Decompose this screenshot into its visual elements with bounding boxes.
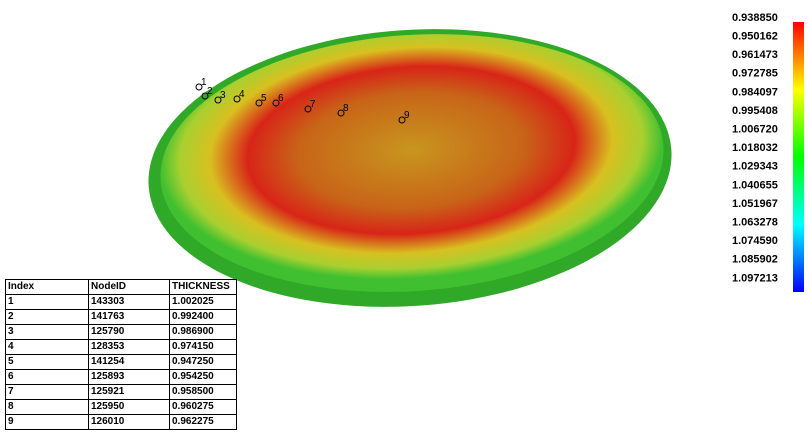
legend-label: 0.938850 bbox=[732, 12, 778, 24]
legend-label: 0.984097 bbox=[732, 86, 778, 98]
legend-label: 1.006720 bbox=[732, 124, 778, 136]
legend-label: 1.063278 bbox=[732, 217, 778, 229]
table-cell: 0.960275 bbox=[170, 400, 237, 415]
screen: 123456789 0.9388500.9501620.9614730.9727… bbox=[0, 0, 809, 441]
dish-model bbox=[139, 12, 681, 324]
table-cell: 3 bbox=[6, 325, 89, 340]
table-cell: 5 bbox=[6, 355, 89, 370]
node-label: 4 bbox=[239, 89, 245, 100]
table-cell: 1.002025 bbox=[170, 295, 237, 310]
table-cell: 4 bbox=[6, 340, 89, 355]
table-cell: 7 bbox=[6, 385, 89, 400]
table-cell: 0.947250 bbox=[170, 355, 237, 370]
table-cell: THICKNESS bbox=[170, 280, 237, 295]
legend-label: 0.961473 bbox=[732, 49, 778, 61]
table-cell: 6 bbox=[6, 370, 89, 385]
color-bar bbox=[793, 22, 804, 292]
legend-label: 1.018032 bbox=[732, 142, 778, 154]
table-cell: 125893 bbox=[89, 370, 170, 385]
table-cell: 125790 bbox=[89, 325, 170, 340]
table-cell: 126010 bbox=[89, 415, 170, 430]
legend-label: 1.085902 bbox=[732, 254, 778, 266]
legend: 0.938850 0.950162 0.961473 0.972785 0.984097… bbox=[732, 12, 778, 284]
table-cell: 0.962275 bbox=[170, 415, 237, 430]
table-cell: 0.974150 bbox=[170, 340, 237, 355]
table-cell: 0.958500 bbox=[170, 385, 237, 400]
table-cell: 9 bbox=[6, 415, 89, 430]
node-label: 3 bbox=[220, 90, 226, 101]
table-cell: 128353 bbox=[89, 340, 170, 355]
table-cell: 8 bbox=[6, 400, 89, 415]
legend-label: 0.972785 bbox=[732, 68, 778, 80]
table-cell: Index bbox=[6, 280, 89, 295]
table-cell: 0.954250 bbox=[170, 370, 237, 385]
node-label: 7 bbox=[310, 99, 316, 110]
table-cell: 2 bbox=[6, 310, 89, 325]
table-cell: 0.992400 bbox=[170, 310, 237, 325]
node-label: 5 bbox=[261, 93, 267, 104]
table-cell: 141763 bbox=[89, 310, 170, 325]
table-cell: 141254 bbox=[89, 355, 170, 370]
legend-label: 0.995408 bbox=[732, 105, 778, 117]
legend-label: 1.074590 bbox=[732, 235, 778, 247]
legend-label: 1.040655 bbox=[732, 179, 778, 191]
legend-label: 1.097213 bbox=[732, 272, 778, 284]
legend-label: 1.051967 bbox=[732, 198, 778, 210]
table-cell: 143303 bbox=[89, 295, 170, 310]
node-label: 2 bbox=[207, 86, 213, 97]
table-cell: 0.986900 bbox=[170, 325, 237, 340]
table-cell: 1 bbox=[6, 295, 89, 310]
node-label: 6 bbox=[278, 93, 284, 104]
table-cell: 125950 bbox=[89, 400, 170, 415]
node-label: 8 bbox=[343, 103, 349, 114]
node-label: 9 bbox=[404, 110, 410, 121]
table-cell: NodeID bbox=[89, 280, 170, 295]
legend-label: 1.029343 bbox=[732, 161, 778, 173]
table-cell: 125921 bbox=[89, 385, 170, 400]
legend-label: 0.950162 bbox=[732, 31, 778, 43]
